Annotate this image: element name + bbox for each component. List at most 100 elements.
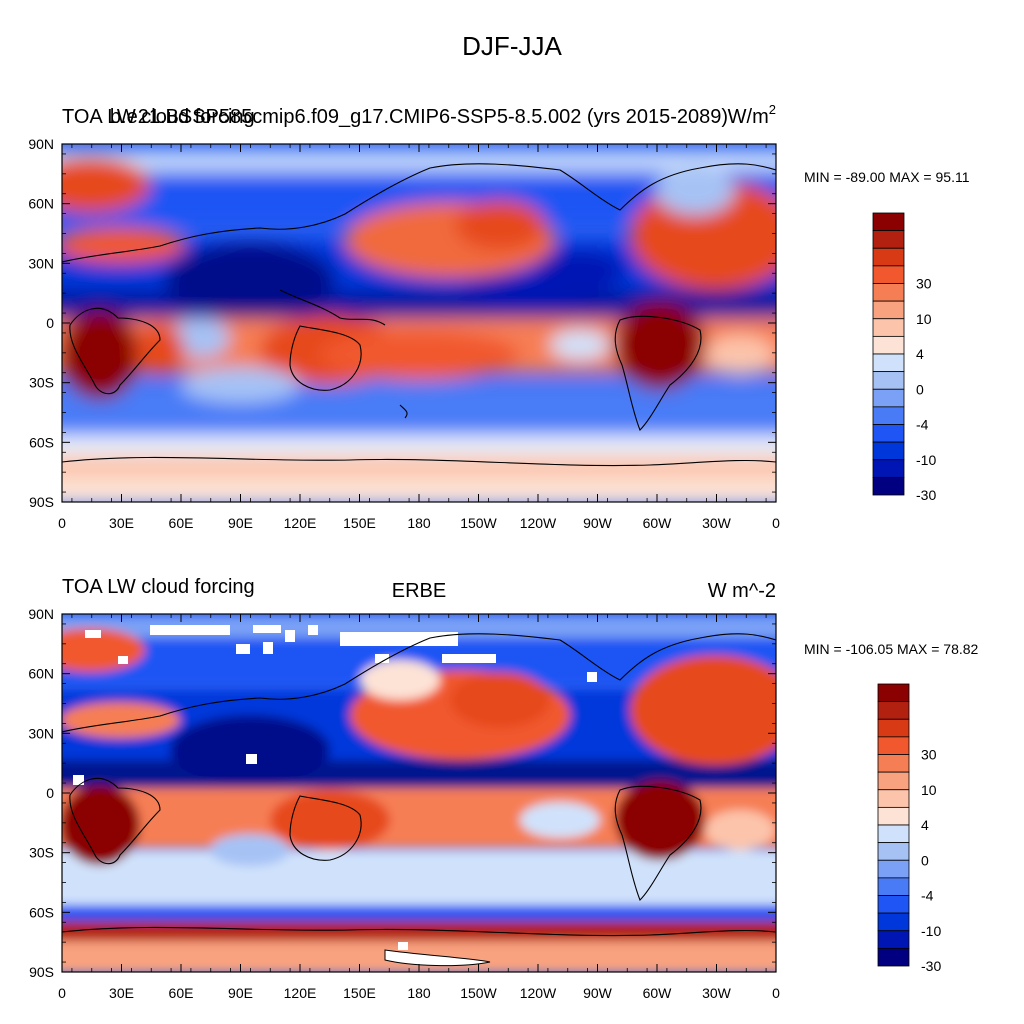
colorbar-label: -4 (916, 417, 929, 433)
colorbar-swatch (877, 859, 910, 879)
panel-model-units-sup: 2 (769, 102, 776, 117)
x-tick-label: 0 (58, 515, 66, 531)
colorbar-swatch (877, 701, 910, 720)
colorbar-label: 30 (921, 747, 937, 763)
colorbar-swatch (877, 842, 910, 861)
y-tick-label: 90S (29, 964, 54, 980)
colorbar-swatch (872, 335, 905, 355)
colorbar-label: -30 (921, 958, 941, 974)
panel-model: TOA LW cloud forcing b.e21.BSSP585cmip6.… (28, 102, 969, 531)
x-tick-label: 120E (284, 985, 317, 1001)
x-tick-label: 60W (643, 515, 673, 531)
colorbar-swatch (877, 806, 910, 826)
x-tick-label: 120W (520, 985, 557, 1001)
colorbar-swatch (877, 877, 910, 896)
colorbar-label: -4 (921, 888, 934, 904)
colorbar-swatch (872, 353, 905, 373)
colorbar-swatch (877, 930, 910, 949)
x-tick-label: 180 (407, 985, 431, 1001)
x-tick-label: 90E (228, 515, 253, 531)
y-tick-label: 60S (29, 904, 54, 920)
colorbar-swatch (872, 283, 905, 302)
panel-obs-missing-data (73, 625, 597, 950)
x-tick-label: 30W (702, 985, 732, 1001)
colorbar-label: 10 (921, 782, 937, 798)
colorbar-swatch (872, 371, 905, 390)
x-tick-label: 90E (228, 985, 253, 1001)
y-tick-label: 30N (28, 255, 54, 271)
colorbar-swatch (872, 424, 905, 443)
panel-obs-title-center: ERBE (392, 580, 446, 602)
colorbar-swatch (872, 300, 905, 320)
panel-obs-title-left: TOA LW cloud forcing (62, 576, 255, 598)
x-tick-label: 150E (343, 985, 376, 1001)
colorbar-label: -10 (916, 452, 936, 468)
colorbar-swatch (872, 230, 905, 249)
figure-title: DJF-JJA (462, 31, 562, 61)
colorbar-label: 10 (916, 311, 932, 327)
panel-obs-field (62, 614, 776, 972)
panel-obs-units: W m^-2 (708, 580, 776, 602)
colorbar-swatch (877, 754, 910, 773)
x-tick-label: 150E (343, 515, 376, 531)
colorbar-swatch (872, 318, 905, 337)
colorbar-label: 0 (921, 852, 929, 868)
y-tick-label: 0 (46, 315, 54, 331)
colorbar-swatch (877, 683, 910, 703)
colorbar-swatch (877, 824, 910, 844)
colorbar-swatch (872, 476, 905, 496)
y-tick-label: 90S (29, 494, 54, 510)
panel-obs-coastlines (62, 633, 776, 937)
colorbar-label: -30 (916, 487, 936, 503)
panel-model-stats: MIN = -89.00 MAX = 95.11 (804, 169, 970, 185)
x-tick-label: 30E (109, 985, 134, 1001)
y-tick-label: 60N (28, 666, 54, 682)
x-tick-label: 60W (643, 985, 673, 1001)
y-tick-label: 30N (28, 725, 54, 741)
x-tick-label: 90W (583, 985, 613, 1001)
x-tick-label: 150W (460, 515, 497, 531)
colorbar-label: -10 (921, 923, 941, 939)
x-tick-label: 120W (520, 515, 557, 531)
colorbar-swatch (877, 771, 910, 791)
x-tick-label: 60E (169, 515, 194, 531)
y-tick-label: 60S (29, 434, 54, 450)
colorbar-swatch (877, 789, 910, 808)
colorbar-swatch (872, 459, 905, 478)
y-tick-label: 0 (46, 785, 54, 801)
y-tick-label: 90N (28, 136, 54, 152)
panel-model-title-left: TOA LW cloud forcing (62, 106, 255, 128)
x-tick-label: 180 (407, 515, 431, 531)
colorbar-swatch (872, 212, 905, 232)
x-tick-label: 90W (583, 515, 613, 531)
colorbar-obs: 30 10 4 0 -4 -10 -30 (877, 683, 941, 974)
panel-model-units-base: W/m (728, 106, 769, 128)
colorbar-label: 4 (921, 817, 929, 833)
colorbar-label: 0 (916, 381, 924, 397)
panel-obs-stats: MIN = -106.05 MAX = 78.82 (804, 641, 979, 657)
colorbar-swatch (872, 406, 905, 425)
colorbar-swatch (877, 912, 910, 932)
colorbar-label: 4 (916, 346, 924, 362)
x-tick-label: 0 (58, 985, 66, 1001)
colorbar-swatch (877, 895, 910, 914)
x-tick-label: 0 (772, 515, 780, 531)
y-tick-label: 60N (28, 196, 54, 212)
x-tick-label: 150W (460, 985, 497, 1001)
panel-model-field (62, 144, 776, 502)
panel-model-coastlines (62, 163, 776, 467)
colorbar-swatch (877, 947, 910, 967)
x-tick-label: 30E (109, 515, 134, 531)
colorbar-swatch (872, 441, 905, 461)
x-tick-label: 60E (169, 985, 194, 1001)
x-tick-label: 120E (284, 515, 317, 531)
colorbar-swatch (872, 388, 905, 408)
colorbar-model: 30 10 4 0 -4 -10 -30 (872, 212, 936, 503)
y-tick-label: 30S (29, 845, 54, 861)
panel-model-units: W/m2 (728, 102, 776, 128)
y-tick-label: 30S (29, 375, 54, 391)
x-tick-label: 0 (772, 985, 780, 1001)
colorbar-label: 30 (916, 276, 932, 292)
x-tick-label: 30W (702, 515, 732, 531)
